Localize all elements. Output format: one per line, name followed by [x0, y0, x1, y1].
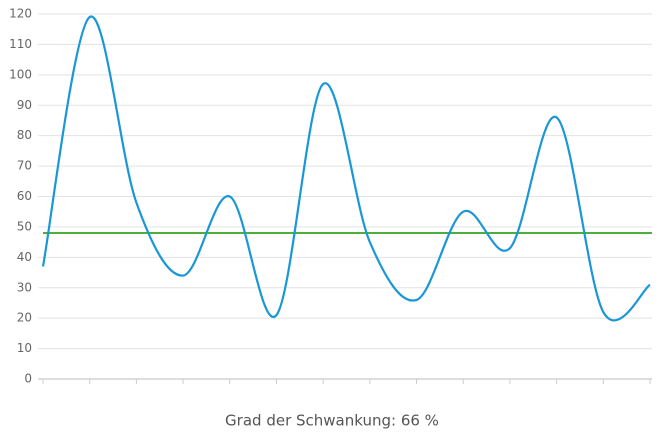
y-tick-label: 80 — [17, 128, 32, 142]
line-series — [41, 15, 651, 322]
y-tick-label: 110 — [9, 37, 32, 51]
y-tick-label: 120 — [9, 7, 32, 21]
y-tick-label: 60 — [17, 189, 32, 203]
y-tick-label: 40 — [17, 250, 32, 264]
y-tick-label: 30 — [17, 280, 32, 294]
y-tick-label: 90 — [17, 98, 32, 112]
caption: Grad der Schwankung: 66 % — [225, 412, 439, 430]
y-tick-label: 20 — [17, 311, 32, 325]
y-tick-label: 10 — [17, 341, 32, 355]
y-tick-label: 50 — [17, 219, 32, 233]
y-tick-label: 0 — [24, 372, 32, 386]
y-tick-label: 70 — [17, 159, 32, 173]
y-tick-label: 100 — [9, 67, 32, 81]
